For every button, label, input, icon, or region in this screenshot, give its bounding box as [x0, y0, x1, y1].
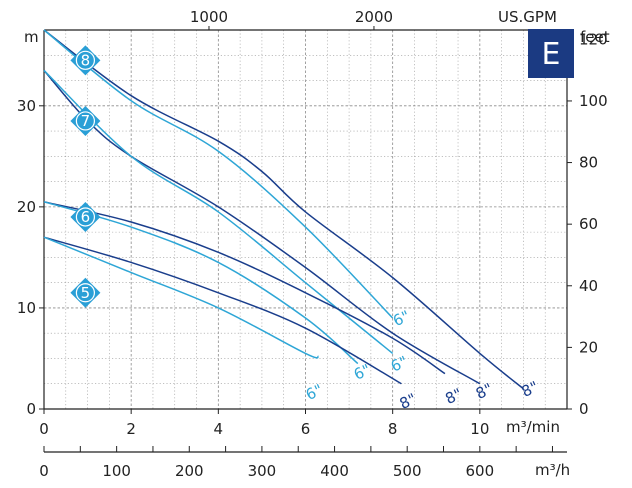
x-bottom-tick-label: 2: [126, 420, 136, 438]
y-right-tick-label: 80: [579, 154, 598, 172]
model-badge-7: 7: [70, 105, 101, 136]
y-right-tick-label: 0: [579, 400, 589, 418]
curve-label: 6": [388, 352, 411, 375]
curve-model-5: [43, 236, 402, 385]
y-left-tick-label: 0: [26, 400, 36, 418]
curve-model-6: [43, 201, 446, 375]
x-bottom-tick-label: 10: [470, 420, 489, 438]
model-badge-number: 6: [81, 208, 91, 226]
model-badge-8: 8: [70, 45, 101, 76]
y-right-tick-label: 100: [579, 92, 608, 110]
y-right-tick-label: 60: [579, 215, 598, 233]
x-top-unit: US.GPM: [498, 8, 557, 26]
x-bottom-tick-label: 8: [388, 420, 398, 438]
y-right-tick-label: 20: [579, 338, 598, 356]
curve-label: 6": [390, 307, 413, 330]
chart-badge-box: [528, 29, 574, 78]
y-left-tick-label: 10: [17, 299, 36, 317]
x-top-tick-label: 2000: [355, 8, 393, 26]
y-right-tick-label: 120: [579, 30, 608, 48]
model-badge-5: 5: [70, 277, 101, 308]
curve-label: 6": [351, 360, 374, 383]
model-badge-ring: [75, 207, 96, 227]
y-left-tick-label: 20: [17, 198, 36, 216]
x-bottom-tick-label: 0: [39, 420, 49, 438]
chart-badge: E: [528, 29, 574, 78]
curve-label: 8": [442, 385, 465, 408]
y-left-unit: m: [24, 28, 39, 46]
curve-labels: 8" 8" 8" 8" 6" 6" 6" 6": [303, 307, 541, 413]
curve-label: 6": [303, 381, 326, 404]
model-badge-number: 5: [81, 284, 91, 302]
x-flow-unit: m³/h: [535, 461, 570, 479]
curve-model-8: [43, 29, 394, 319]
y-left-tick-label: 30: [17, 97, 36, 115]
x-flow-tick-label: 200: [175, 462, 204, 480]
x-flow-tick-label: 600: [466, 462, 495, 480]
y-right-tick-label: 40: [579, 277, 598, 295]
curve-label: 8": [519, 378, 542, 401]
curve-label: 8": [397, 390, 420, 413]
x-bottom-tick-label: 4: [214, 420, 224, 438]
x-flow-tick-label: 300: [248, 462, 277, 480]
y-right-unit: feet: [580, 28, 610, 46]
model-badge-6: 6: [70, 201, 101, 232]
curves: [43, 29, 524, 390]
curve-model-6: [43, 201, 359, 365]
x-top-tick-label: 1000: [190, 8, 228, 26]
model-badge-ring: [75, 50, 96, 70]
x-flow-tick-label: 500: [393, 462, 422, 480]
x-flow-tick-label: 400: [320, 462, 349, 480]
x-flow-tick-label: 100: [102, 462, 131, 480]
model-badge-ring: [75, 283, 96, 303]
model-badge-number: 7: [81, 112, 91, 130]
curve-model-5: [43, 236, 319, 359]
x-flow-tick-label: 0: [39, 462, 49, 480]
curve-label: 8": [473, 380, 496, 403]
curve-model-7: [43, 69, 394, 354]
x-bottom-unit: m³/min: [506, 418, 560, 436]
model-badge-number: 8: [81, 51, 91, 69]
x-bottom-tick-label: 6: [301, 420, 311, 438]
model-badge-ring: [75, 111, 96, 131]
curve-model-8: [43, 29, 524, 390]
model-badges: 8 7 6 5: [70, 45, 101, 308]
chart-badge-letter: E: [542, 37, 561, 72]
